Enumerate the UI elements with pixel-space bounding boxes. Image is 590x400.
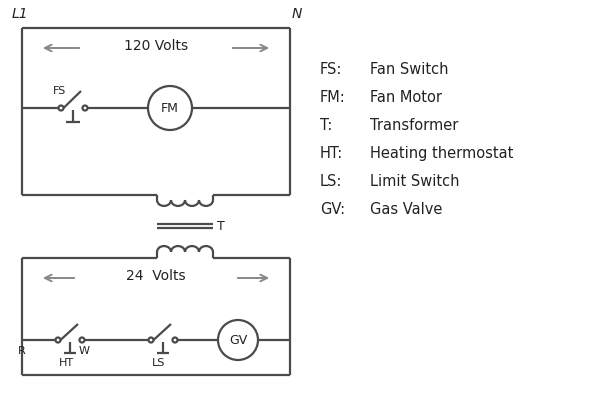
Text: T: T [217, 220, 225, 232]
Text: Gas Valve: Gas Valve [370, 202, 442, 217]
Text: 24  Volts: 24 Volts [126, 269, 186, 283]
Text: R: R [18, 346, 26, 356]
Text: 120 Volts: 120 Volts [124, 39, 188, 53]
Text: L1: L1 [12, 7, 29, 21]
Text: GV: GV [229, 334, 247, 346]
Text: T:: T: [320, 118, 332, 133]
Text: FM: FM [161, 102, 179, 114]
Text: GV:: GV: [320, 202, 345, 217]
Text: HT: HT [58, 358, 74, 368]
Text: FS:: FS: [320, 62, 342, 77]
Text: LS: LS [152, 358, 166, 368]
Text: Fan Switch: Fan Switch [370, 62, 448, 77]
Text: W: W [78, 346, 90, 356]
Text: Limit Switch: Limit Switch [370, 174, 460, 189]
Text: FM:: FM: [320, 90, 346, 105]
Text: Transformer: Transformer [370, 118, 458, 133]
Text: N: N [292, 7, 302, 21]
Text: LS:: LS: [320, 174, 342, 189]
Text: FS: FS [53, 86, 65, 96]
Text: HT:: HT: [320, 146, 343, 161]
Text: Fan Motor: Fan Motor [370, 90, 442, 105]
Text: Heating thermostat: Heating thermostat [370, 146, 513, 161]
